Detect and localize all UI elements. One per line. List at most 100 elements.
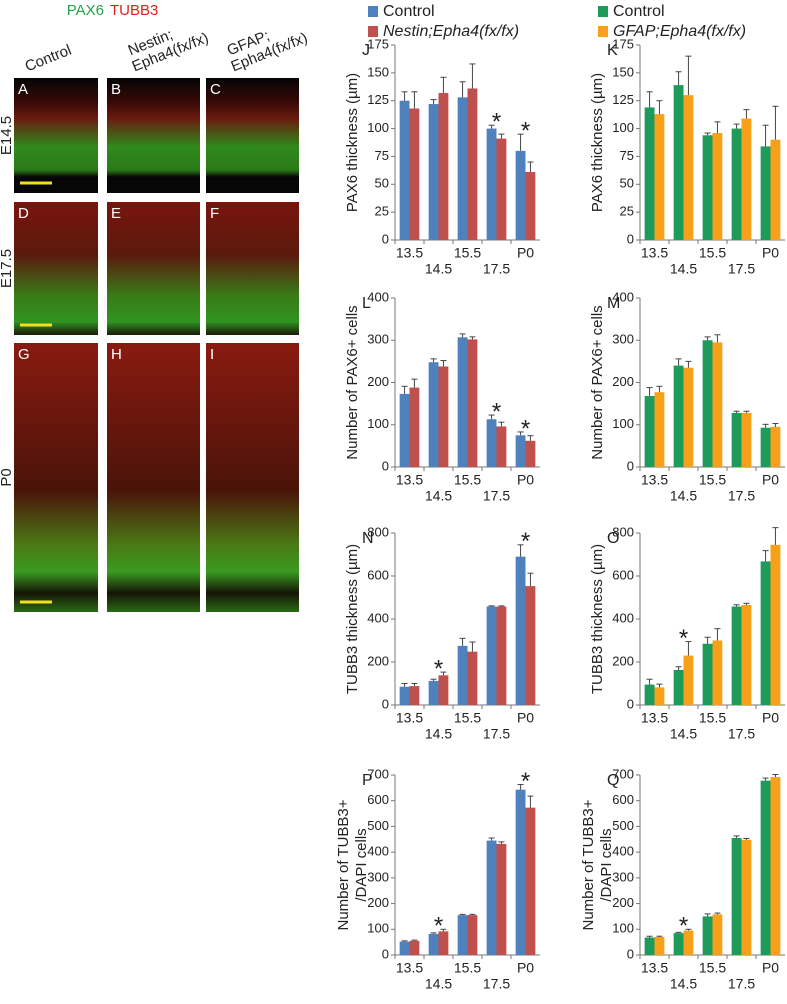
x-tick-label: 15.5 [454,710,481,726]
bar [731,412,742,467]
y-tick-label: 200 [367,374,389,389]
y-tick-label: 400 [367,610,389,625]
micrograph [107,202,200,335]
significance: * [492,398,501,425]
significance: * [679,913,688,940]
bar [712,133,723,240]
legend-swatch [598,6,608,17]
bar [731,838,742,955]
legend-label: Control [613,3,665,20]
y-tick-label: 400 [612,844,634,859]
panel-letter: L [362,295,371,312]
bar [467,339,478,467]
bar [673,85,684,240]
panel-letter: O [607,530,619,547]
bar [409,387,420,467]
stain-label: PAX6 [67,2,104,19]
y-tick-label: 600 [367,792,389,807]
legend-label: Nestin;Epha4(fx/fx) [383,23,519,40]
y-tick-label: 175 [612,36,634,51]
bar [760,561,771,705]
bar [467,88,478,240]
panel-letter: A [18,81,28,98]
y-tick-label: 100 [367,921,389,936]
bar [457,645,468,705]
x-tick-label: 17.5 [728,976,755,992]
bar [515,150,526,240]
y-tick-label: 0 [382,231,389,246]
y-tick-label: 0 [627,946,634,961]
y-tick-label: 50 [375,176,389,191]
bar [760,146,771,240]
significance: * [434,913,443,940]
y-tick-label: 700 [612,766,634,781]
y-tick-label: 100 [612,120,634,135]
bar [741,412,752,467]
bar [654,114,665,240]
x-tick-label: P0 [517,245,534,261]
stain-label: TUBB3 [110,2,158,19]
legend-label: GFAP;Epha4(fx/fx) [613,23,746,40]
y-tick-label: 600 [612,792,634,807]
panel-letter: K [607,42,618,59]
x-tick-label: 14.5 [670,261,697,277]
y-tick-label: 200 [612,653,634,668]
bar [683,655,694,705]
x-tick-label: P0 [517,960,534,976]
legend-swatch [598,26,608,37]
bar [760,427,771,467]
micrographs: PAX6 TUBB3 [67,2,159,19]
y-tick-label: 125 [367,92,389,107]
bar [770,544,781,705]
column-label: Control [23,42,74,76]
panel-letter: G [18,346,30,363]
y-axis-label: /DAPI cells [353,828,370,901]
x-tick-label: 17.5 [483,261,510,277]
y-tick-label: 0 [382,458,389,473]
significance: * [521,768,530,795]
x-tick-label: 15.5 [699,960,726,976]
panel-letter: E [111,205,121,222]
bar [673,933,684,955]
bar [770,139,781,240]
bar [683,95,694,241]
bar [399,941,410,955]
bar [702,916,713,955]
y-tick-label: 50 [620,176,634,191]
significance: * [434,655,443,682]
y-tick-label: 100 [367,120,389,135]
x-tick-label: 14.5 [425,261,452,277]
bar [515,435,526,467]
bar [702,340,713,467]
bar [438,931,449,955]
micrograph [14,343,98,612]
bar [770,777,781,955]
bar [486,840,497,955]
bar [428,933,439,955]
y-tick-label: 0 [627,458,634,473]
y-axis-label: Number of TUBB3+ [335,799,352,930]
panel-letter: H [111,346,122,363]
row-label: E17.5 [0,249,15,288]
bar [438,92,449,241]
micrograph [107,78,200,193]
y-tick-label: 200 [367,895,389,910]
bar [457,337,468,467]
bar [654,687,665,705]
bar [760,780,771,955]
y-tick-label: 100 [367,416,389,431]
x-tick-label: 15.5 [699,472,726,488]
y-tick-label: 0 [627,231,634,246]
x-tick-label: 17.5 [728,488,755,504]
y-tick-label: 200 [367,653,389,668]
x-tick-label: 15.5 [454,245,481,261]
bar [673,365,684,467]
bar [525,807,536,955]
bar [741,118,752,240]
bar [654,392,665,467]
x-tick-label: P0 [517,710,534,726]
bar [644,396,655,467]
legend-swatch [368,26,378,37]
bar [486,419,497,467]
y-tick-label: 800 [367,524,389,539]
